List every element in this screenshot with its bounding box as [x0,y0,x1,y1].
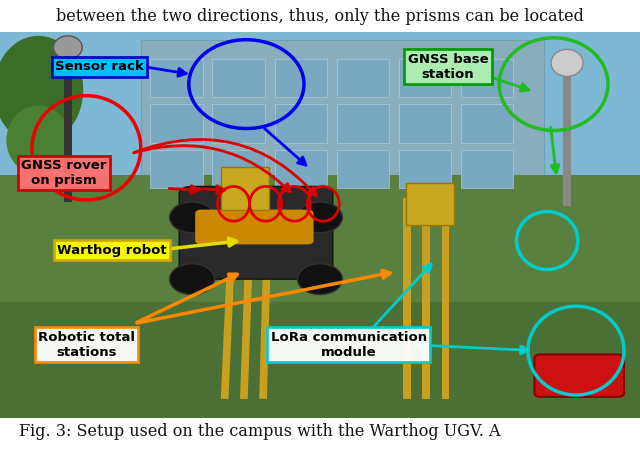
Bar [221,167,269,210]
Ellipse shape [551,49,583,76]
Bar [337,150,389,188]
Text: Robotic total
stations: Robotic total stations [38,331,135,359]
Ellipse shape [0,36,83,144]
Bar [399,104,451,143]
Bar [64,48,72,202]
Bar [406,183,454,225]
Ellipse shape [170,202,214,233]
Bar [150,150,203,188]
Bar [0,32,640,179]
Bar [403,198,411,399]
Bar [461,150,513,188]
Bar [275,58,327,97]
Bar [150,58,203,97]
Text: LoRa communication
module: LoRa communication module [271,331,427,359]
Text: GNSS base
station: GNSS base station [408,53,488,81]
Bar [141,40,544,194]
Bar [240,186,255,399]
Bar [337,104,389,143]
Bar [337,58,389,97]
FancyBboxPatch shape [179,186,333,279]
Bar [399,58,451,97]
Text: Sensor rack: Sensor rack [55,60,143,73]
Bar [275,104,327,143]
Bar [259,186,273,399]
Ellipse shape [298,264,342,295]
Bar [442,198,449,399]
Ellipse shape [6,106,70,175]
Bar [399,150,451,188]
Bar [461,104,513,143]
FancyBboxPatch shape [195,210,314,244]
Bar [212,150,265,188]
Bar [461,58,513,97]
FancyBboxPatch shape [534,355,624,397]
Text: Fig. 3: Setup used on the campus with the Warthog UGV. A: Fig. 3: Setup used on the campus with th… [19,423,500,440]
Bar [422,198,430,399]
Bar [0,175,640,418]
Bar [275,150,327,188]
Bar [563,51,571,206]
Bar [212,104,265,143]
Bar [212,58,265,97]
Bar [150,104,203,143]
Bar [221,186,238,399]
Ellipse shape [54,36,83,59]
Ellipse shape [298,202,342,233]
Ellipse shape [170,264,214,295]
Text: Warthog robot: Warthog robot [57,244,167,257]
Bar [0,303,640,418]
Text: between the two directions, thus, only the prisms can be located: between the two directions, thus, only t… [56,8,584,25]
Text: GNSS rover
on prism: GNSS rover on prism [21,159,107,187]
